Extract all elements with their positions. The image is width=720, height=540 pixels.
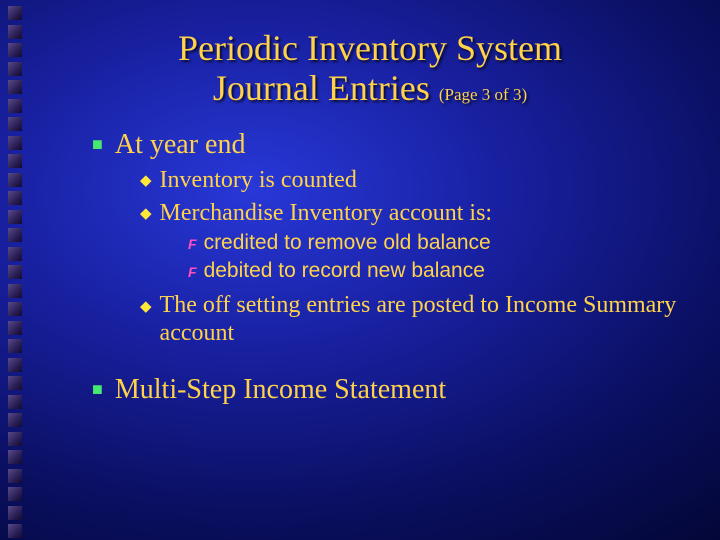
deco-square bbox=[8, 80, 22, 94]
script-f-bullet-icon: F bbox=[188, 236, 197, 252]
diamond-bullet-icon: ◆ bbox=[140, 204, 152, 223]
decorative-square-column bbox=[8, 0, 26, 540]
deco-square bbox=[8, 6, 22, 20]
deco-square bbox=[8, 136, 22, 150]
diamond-bullet-icon: ◆ bbox=[140, 171, 152, 190]
script-f-bullet-icon: F bbox=[188, 264, 197, 280]
deco-square bbox=[8, 395, 22, 409]
deco-square bbox=[8, 469, 22, 483]
square-bullet-icon: ■ bbox=[92, 379, 103, 400]
level2-text: Merchandise Inventory account is: bbox=[160, 200, 493, 227]
deco-square bbox=[8, 339, 22, 353]
level3-text: credited to remove old balance bbox=[204, 231, 491, 255]
deco-square bbox=[8, 302, 22, 316]
level2-text: The off setting entries are posted to In… bbox=[160, 291, 680, 349]
level3-item: F debited to record new balance bbox=[188, 259, 700, 283]
level2-item: ◆ Inventory is counted bbox=[140, 167, 700, 194]
level1-text: Multi-Step Income Statement bbox=[115, 374, 446, 406]
deco-square bbox=[8, 376, 22, 390]
level1-item: ■ Multi-Step Income Statement bbox=[92, 374, 700, 406]
page-indicator: (Page 3 of 3) bbox=[439, 85, 527, 104]
deco-square bbox=[8, 117, 22, 131]
slide-title-main: Journal Entries bbox=[213, 68, 430, 108]
deco-square bbox=[8, 413, 22, 427]
deco-square bbox=[8, 265, 22, 279]
slide-title-line2: Journal Entries (Page 3 of 3) bbox=[40, 68, 700, 108]
deco-square bbox=[8, 99, 22, 113]
deco-square bbox=[8, 228, 22, 242]
deco-square bbox=[8, 358, 22, 372]
deco-square bbox=[8, 247, 22, 261]
deco-square bbox=[8, 524, 22, 538]
slide-title-line1: Periodic Inventory System bbox=[40, 28, 700, 68]
level2-text: Inventory is counted bbox=[160, 167, 357, 194]
square-bullet-icon: ■ bbox=[92, 134, 103, 155]
deco-square bbox=[8, 173, 22, 187]
deco-square bbox=[8, 191, 22, 205]
deco-square bbox=[8, 154, 22, 168]
level3-text: debited to record new balance bbox=[204, 259, 485, 283]
deco-square bbox=[8, 284, 22, 298]
level1-item: ■ At year end bbox=[92, 129, 700, 161]
slide-content: Periodic Inventory System Journal Entrie… bbox=[40, 0, 700, 540]
deco-square bbox=[8, 432, 22, 446]
deco-square bbox=[8, 25, 22, 39]
deco-square bbox=[8, 210, 22, 224]
level3-item: F credited to remove old balance bbox=[188, 231, 700, 255]
level2-item: ◆ The off setting entries are posted to … bbox=[140, 291, 700, 349]
deco-square bbox=[8, 506, 22, 520]
deco-square bbox=[8, 62, 22, 76]
deco-square bbox=[8, 43, 22, 57]
deco-square bbox=[8, 450, 22, 464]
level2-item: ◆ Merchandise Inventory account is: bbox=[140, 200, 700, 227]
level1-text: At year end bbox=[115, 129, 246, 161]
diamond-bullet-icon: ◆ bbox=[140, 297, 152, 316]
deco-square bbox=[8, 321, 22, 335]
deco-square bbox=[8, 487, 22, 501]
